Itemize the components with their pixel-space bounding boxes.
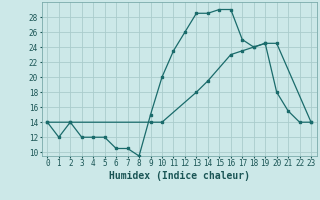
X-axis label: Humidex (Indice chaleur): Humidex (Indice chaleur) — [109, 171, 250, 181]
